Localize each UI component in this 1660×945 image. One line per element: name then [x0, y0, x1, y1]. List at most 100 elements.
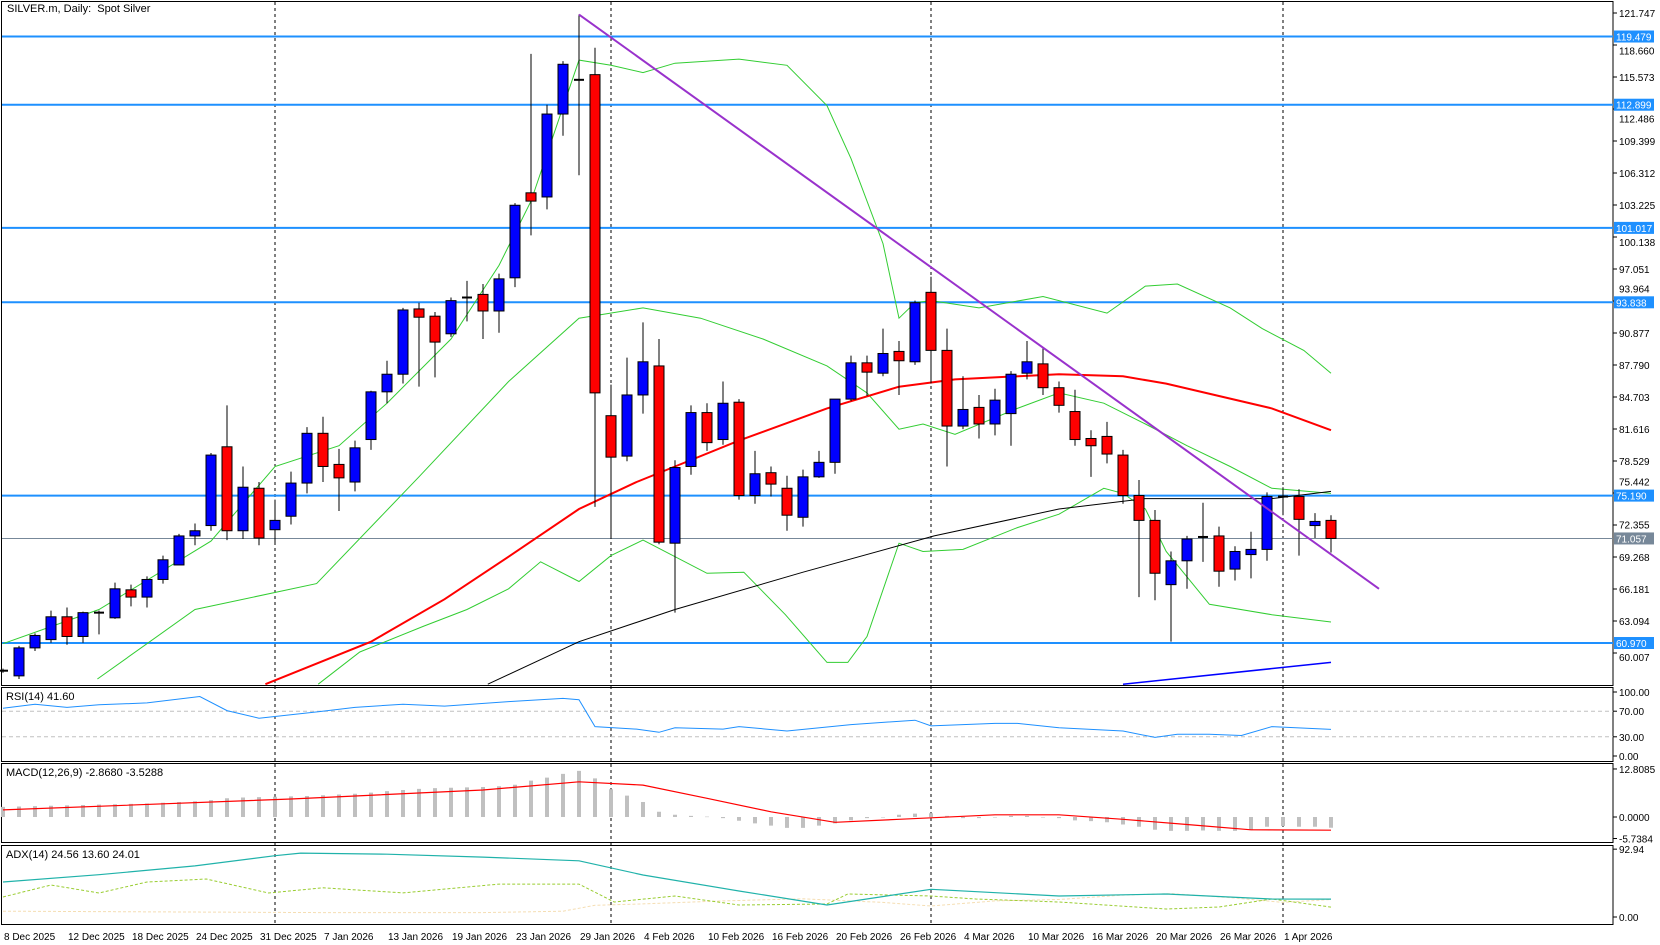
candle-bullish	[29, 634, 41, 649]
level-price-label: 75.190	[1616, 492, 1647, 503]
date-axis-label: 4 Feb 2026	[644, 932, 695, 943]
date-axis-label: 31 Dec 2025	[260, 932, 317, 943]
price-axis-label: 66.181	[1619, 585, 1650, 596]
macd-histogram-bar	[593, 778, 597, 817]
date-axis-label: 16 Mar 2026	[1092, 932, 1149, 943]
minus-di-line	[2, 893, 1332, 914]
macd-histogram-bar	[481, 787, 485, 817]
macd-histogram-bar	[1121, 817, 1125, 825]
candle-bearish	[1085, 437, 1097, 447]
date-axis-label: 18 Dec 2025	[132, 932, 189, 943]
macd-histogram-bar	[49, 805, 53, 817]
date-axis-label: 10 Mar 2026	[1028, 932, 1085, 943]
macd-histogram-bar	[1105, 817, 1109, 823]
candle-bearish	[1037, 363, 1049, 389]
candle-bullish	[685, 412, 697, 467]
price-axis-label: 90.877	[1619, 329, 1650, 340]
candle-bullish	[1005, 373, 1017, 415]
macd-axis-label: 12.8085	[1619, 765, 1656, 776]
candle-bearish	[733, 401, 745, 497]
price-axis-label: 97.051	[1619, 265, 1650, 276]
macd-histogram-bar	[81, 805, 85, 817]
macd-histogram-bar	[1073, 817, 1077, 821]
candle-bullish	[365, 391, 377, 441]
macd-histogram-bar	[17, 806, 21, 817]
date-axis-label: 19 Jan 2026	[452, 932, 507, 943]
macd-histogram-bar	[129, 803, 133, 817]
candle-bullish	[445, 300, 457, 335]
macd-histogram-bar	[145, 803, 149, 817]
candle-bullish	[205, 454, 217, 527]
macd-histogram-bar	[737, 817, 741, 821]
macd-histogram-bar	[1041, 817, 1045, 818]
candle-bullish	[845, 362, 857, 400]
price-axis-label: 84.703	[1619, 393, 1650, 404]
macd-histogram-bar	[1217, 817, 1221, 831]
price-axis-label: 87.790	[1619, 361, 1650, 372]
level-price-tag	[1614, 30, 1654, 43]
date-axis-label: 7 Jan 2026	[324, 932, 374, 943]
macd-histogram-bar	[913, 813, 917, 817]
candle-bearish	[1069, 411, 1081, 441]
candle-bearish	[1133, 495, 1145, 521]
macd-histogram-bar	[113, 804, 117, 817]
price-axis-label: 78.529	[1619, 457, 1650, 468]
level-price-tag	[1614, 98, 1654, 111]
macd-histogram-bar	[769, 817, 773, 826]
macd-label: MACD(12,26,9) -2.8680 -3.5288	[6, 767, 164, 779]
macd-histogram-bar	[257, 797, 261, 817]
candle-bearish	[333, 463, 345, 479]
candle-bearish	[893, 350, 905, 362]
candle-bullish	[173, 535, 185, 566]
price-axis-label: 75.442	[1619, 478, 1650, 489]
level-price-tag	[1614, 637, 1654, 650]
candle-bullish	[989, 399, 1001, 425]
rsi-axis-label: 100.00	[1619, 688, 1650, 699]
candle-bullish	[77, 612, 89, 637]
level-price-label: 93.838	[1616, 298, 1647, 309]
macd-histogram-bar	[673, 814, 677, 817]
rsi-pane	[1, 687, 1614, 762]
price-axis-label: 106.312	[1619, 169, 1656, 180]
macd-histogram-bar	[945, 815, 949, 817]
macd-histogram-bar	[1, 806, 5, 817]
candle-bullish	[1309, 520, 1321, 527]
candle-bullish	[1261, 496, 1273, 550]
moving-average-black-line	[487, 490, 1332, 685]
candle-bearish	[477, 293, 489, 312]
level-price-tag	[1614, 489, 1654, 502]
macd-histogram-bar	[753, 817, 757, 824]
macd-histogram-bar	[1281, 817, 1285, 826]
macd-histogram-bar	[1201, 817, 1205, 831]
candle-bullish	[141, 578, 153, 598]
candle-bearish	[605, 415, 617, 458]
price-axis-label: 60.007	[1619, 653, 1650, 664]
adx-label: ADX(14) 24.56 13.60 24.01	[6, 849, 140, 861]
candle-bearish	[1213, 535, 1225, 572]
level-price-label: 112.899	[1616, 101, 1652, 112]
candle-bearish	[781, 487, 793, 516]
level-price-tag	[1614, 296, 1654, 309]
candle-bullish	[829, 398, 841, 463]
candle-bearish	[317, 432, 329, 467]
macd-histogram-bar	[321, 795, 325, 817]
candle-bullish	[349, 447, 361, 483]
candle-bullish	[1229, 550, 1241, 570]
macd-histogram-bar	[881, 817, 885, 818]
macd-histogram-bar	[513, 784, 517, 817]
rsi-axis-label: 0.00	[1619, 752, 1639, 763]
date-axis-label: 24 Dec 2025	[196, 932, 253, 943]
price-axis-label: 69.268	[1619, 553, 1650, 564]
price-axis-label: 109.399	[1619, 137, 1656, 148]
candle-bearish	[413, 308, 425, 318]
macd-histogram-bar	[545, 777, 549, 817]
candle-bearish	[525, 192, 537, 202]
macd-histogram-bar	[561, 773, 565, 817]
macd-histogram-bar	[849, 817, 853, 821]
bollinger-lower-line	[317, 487, 1332, 685]
date-axis-label: 16 Feb 2026	[772, 932, 829, 943]
candle-bullish	[13, 647, 25, 677]
moving-average-blue-line	[1122, 661, 1332, 685]
macd-axis-label: 0.0000	[1619, 813, 1650, 824]
